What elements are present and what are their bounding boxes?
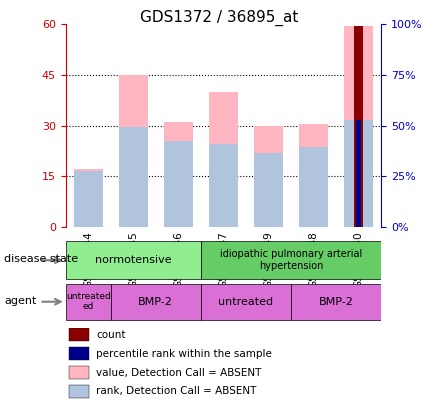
Text: BMP-2: BMP-2 <box>138 297 173 307</box>
Bar <box>254 153 283 227</box>
Bar <box>344 121 373 227</box>
Bar <box>111 284 201 320</box>
Bar <box>74 169 103 227</box>
Text: rank, Detection Call = ABSENT: rank, Detection Call = ABSENT <box>96 386 257 396</box>
Bar <box>209 144 238 227</box>
Bar <box>353 26 364 227</box>
Bar <box>299 124 328 227</box>
Text: agent: agent <box>4 296 37 305</box>
Bar <box>66 284 111 320</box>
Bar <box>66 241 201 279</box>
Bar <box>201 241 381 279</box>
Bar <box>69 385 89 398</box>
Bar <box>164 122 193 227</box>
Bar <box>254 126 283 227</box>
Bar <box>164 141 193 227</box>
Bar <box>119 75 148 227</box>
Text: value, Detection Call = ABSENT: value, Detection Call = ABSENT <box>96 367 261 377</box>
Bar <box>74 171 103 227</box>
Bar <box>69 366 89 379</box>
Bar <box>69 328 89 341</box>
Text: GDS1372 / 36895_at: GDS1372 / 36895_at <box>140 10 298 26</box>
Text: normotensive: normotensive <box>95 255 172 265</box>
Bar <box>69 347 89 360</box>
Bar <box>344 26 373 227</box>
Text: disease state: disease state <box>4 254 78 264</box>
Text: idiopathic pulmonary arterial
hypertension: idiopathic pulmonary arterial hypertensi… <box>220 249 362 271</box>
Bar <box>201 284 291 320</box>
Bar <box>356 121 361 227</box>
Text: untreated
ed: untreated ed <box>66 292 111 311</box>
Text: untreated: untreated <box>219 297 273 307</box>
Bar <box>119 127 148 227</box>
Text: BMP-2: BMP-2 <box>318 297 353 307</box>
Bar <box>291 284 381 320</box>
Text: percentile rank within the sample: percentile rank within the sample <box>96 349 272 358</box>
Bar <box>299 147 328 227</box>
Text: count: count <box>96 330 126 340</box>
Bar <box>209 92 238 227</box>
